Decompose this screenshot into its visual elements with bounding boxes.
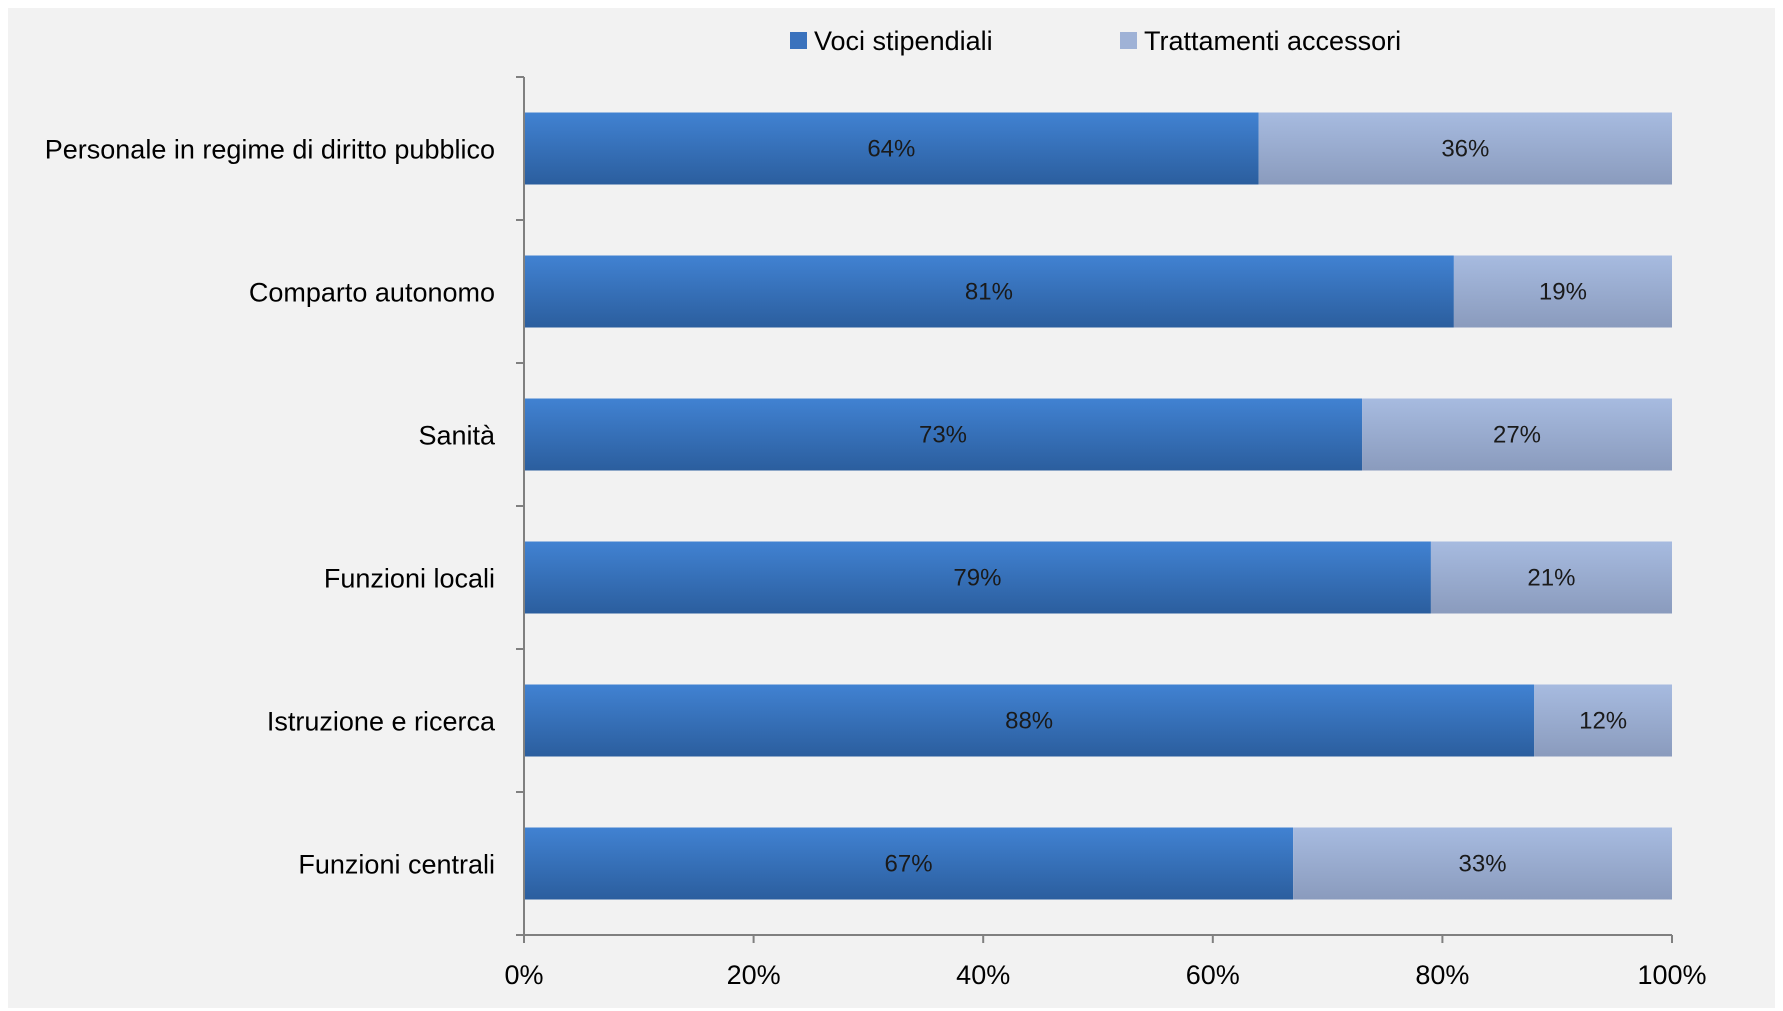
data-label: 19% (1539, 279, 1587, 306)
bar-trattamenti-accessori-4 (1534, 684, 1672, 757)
bars-group: 64% 36% 81% 19% 73% 27% 79% 21% 88% 12% 67% 33% (524, 112, 1672, 900)
category-label: Personale in regime di diritto pubblico (45, 135, 495, 165)
data-label: 67% (885, 851, 933, 878)
data-label: 12% (1579, 708, 1627, 735)
bar-trattamenti-accessori-1 (1453, 255, 1672, 328)
legend: Voci stipendiali Trattamenti accessori (790, 26, 1401, 56)
category-label: Funzioni centrali (298, 850, 495, 880)
data-label: 79% (953, 565, 1001, 592)
bar-voci-stipendiali-1 (524, 255, 1454, 328)
data-label: 33% (1459, 851, 1507, 878)
x-tick-label: 100% (1637, 960, 1706, 990)
bar-trattamenti-accessori-2 (1362, 398, 1672, 471)
data-label: 73% (919, 422, 967, 449)
x-tick-label: 60% (1186, 960, 1240, 990)
x-tick-label: 80% (1415, 960, 1469, 990)
x-tick-label: 20% (727, 960, 781, 990)
bar-trattamenti-accessori-5 (1293, 827, 1672, 900)
category-label: Istruzione e ricerca (267, 707, 496, 737)
bar-trattamenti-accessori-3 (1430, 541, 1672, 614)
legend-label: Trattamenti accessori (1144, 26, 1401, 56)
data-label: 27% (1493, 422, 1541, 449)
bar-voci-stipendiali-3 (524, 541, 1431, 614)
category-label: Funzioni locali (324, 564, 495, 594)
category-label: Comparto autonomo (249, 278, 495, 308)
axes-group: Personale in regime di diritto pubblico C… (45, 76, 1707, 990)
x-tick-label: 0% (504, 960, 543, 990)
data-label: 36% (1441, 136, 1489, 163)
legend-label: Voci stipendiali (814, 26, 993, 56)
legend-swatch-trattamenti-accessori (1120, 32, 1137, 49)
x-tick-label: 40% (956, 960, 1010, 990)
legend-swatch-voci-stipendiali (790, 32, 807, 49)
bar-voci-stipendiali-5 (524, 827, 1294, 900)
category-label: Sanità (418, 421, 496, 451)
bar-voci-stipendiali-4 (524, 684, 1535, 757)
bar-voci-stipendiali-0 (524, 112, 1259, 185)
bar-voci-stipendiali-2 (524, 398, 1363, 471)
data-label: 64% (867, 136, 915, 163)
data-label: 81% (965, 279, 1013, 306)
data-label: 88% (1005, 708, 1053, 735)
bar-trattamenti-accessori-0 (1258, 112, 1672, 185)
data-label: 21% (1527, 565, 1575, 592)
